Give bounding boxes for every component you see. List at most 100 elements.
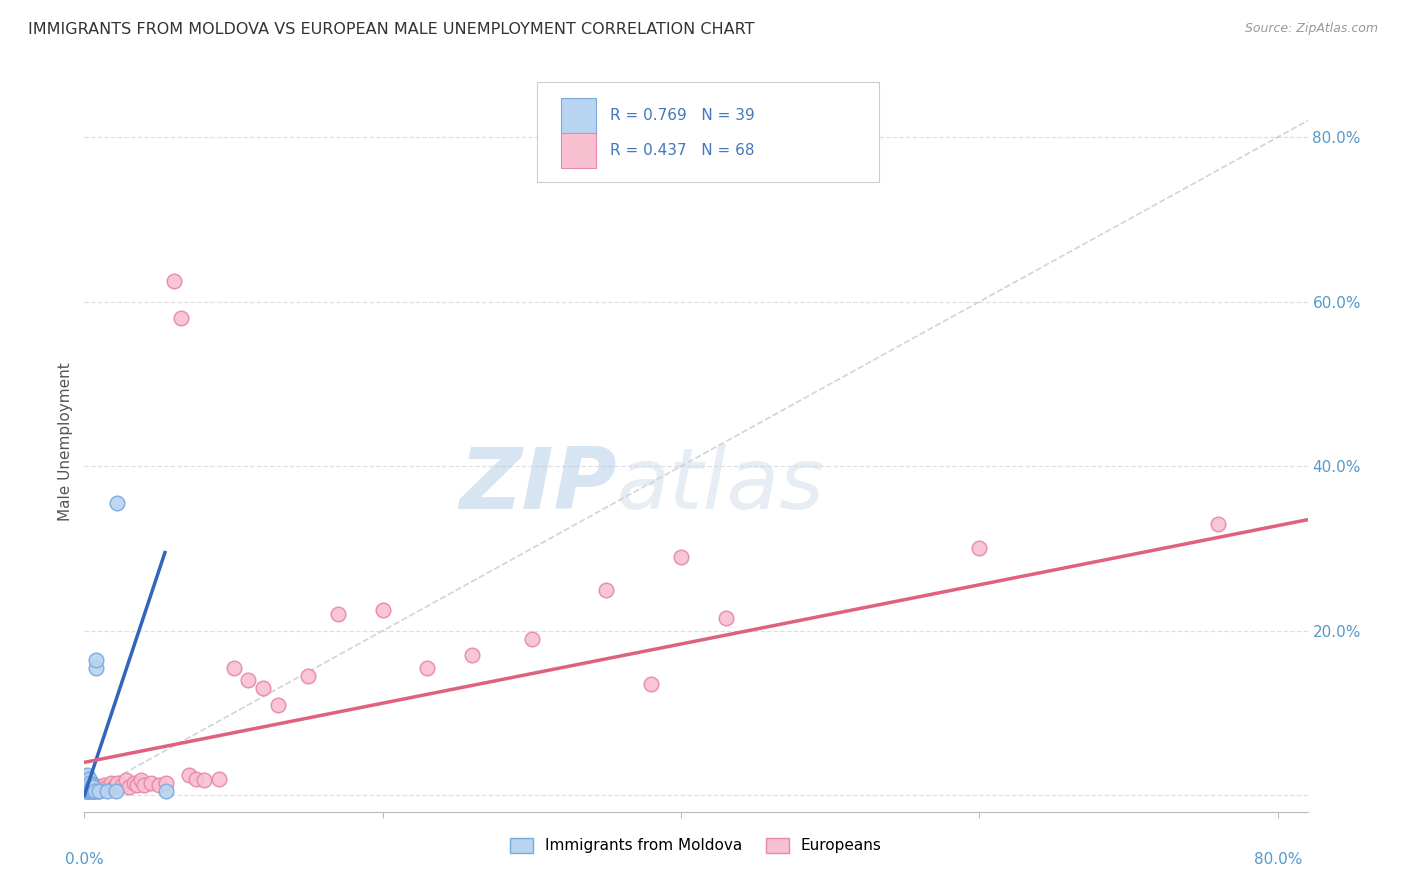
Point xyxy=(461,648,484,663)
Point xyxy=(84,780,107,794)
Point xyxy=(77,778,100,792)
Point xyxy=(80,784,103,798)
Text: 0.0%: 0.0% xyxy=(65,853,104,867)
Point xyxy=(969,541,991,556)
FancyBboxPatch shape xyxy=(561,98,596,134)
Point xyxy=(80,784,103,798)
Point xyxy=(76,781,98,796)
Point xyxy=(76,780,98,794)
Point xyxy=(77,780,100,794)
Point xyxy=(82,781,104,796)
Point xyxy=(77,784,100,798)
Text: Source: ZipAtlas.com: Source: ZipAtlas.com xyxy=(1244,22,1378,36)
Point xyxy=(76,767,98,781)
Point xyxy=(75,776,97,790)
Point xyxy=(79,781,101,796)
Point xyxy=(83,784,105,798)
Point xyxy=(105,496,128,510)
Point xyxy=(82,784,104,798)
Point xyxy=(84,661,107,675)
Point xyxy=(76,784,98,798)
Point xyxy=(77,772,100,786)
Point xyxy=(77,773,100,788)
Point xyxy=(80,781,103,796)
Point xyxy=(371,603,394,617)
Point xyxy=(75,784,97,798)
Point xyxy=(129,773,152,788)
Point xyxy=(82,784,104,798)
Point xyxy=(148,778,170,792)
Point xyxy=(669,549,692,564)
Point xyxy=(80,780,103,794)
Point xyxy=(326,607,349,622)
Point xyxy=(76,780,98,794)
Point xyxy=(104,784,127,798)
Point xyxy=(193,773,215,788)
Point xyxy=(77,776,100,790)
Point xyxy=(76,773,98,788)
Point xyxy=(177,767,200,781)
Point xyxy=(79,784,101,798)
Point xyxy=(89,784,111,798)
Point xyxy=(238,673,260,687)
Point xyxy=(91,781,114,796)
FancyBboxPatch shape xyxy=(561,133,596,169)
Legend: Immigrants from Moldova, Europeans: Immigrants from Moldova, Europeans xyxy=(505,831,887,860)
FancyBboxPatch shape xyxy=(537,82,880,183)
Point xyxy=(75,784,97,798)
Point xyxy=(79,780,101,794)
Point xyxy=(75,780,97,794)
Point xyxy=(222,661,245,675)
Point xyxy=(79,780,101,794)
Point xyxy=(1206,516,1229,531)
Point xyxy=(79,784,101,798)
Point xyxy=(76,776,98,790)
Point xyxy=(79,776,101,790)
Point xyxy=(640,677,662,691)
Point xyxy=(75,778,97,792)
Point xyxy=(89,784,111,798)
Point xyxy=(83,780,105,794)
Point xyxy=(520,632,543,646)
Point xyxy=(80,781,103,796)
Point xyxy=(79,776,101,790)
Point xyxy=(76,772,98,786)
Point xyxy=(170,311,193,326)
Point xyxy=(82,780,104,794)
Point xyxy=(82,781,104,796)
Point xyxy=(125,778,148,792)
Text: atlas: atlas xyxy=(616,444,824,527)
Point xyxy=(89,780,111,794)
Point xyxy=(87,784,110,798)
Point xyxy=(105,776,128,790)
Point xyxy=(82,778,104,792)
Point xyxy=(155,776,177,790)
Point xyxy=(111,778,134,792)
Text: ZIP: ZIP xyxy=(458,444,616,527)
Point xyxy=(80,780,103,794)
Y-axis label: Male Unemployment: Male Unemployment xyxy=(58,362,73,521)
Point xyxy=(252,681,274,696)
Point xyxy=(84,784,107,798)
Point xyxy=(163,274,186,288)
Point xyxy=(155,784,177,798)
Point xyxy=(76,784,98,798)
Point xyxy=(79,781,101,796)
Point xyxy=(77,778,100,792)
Point xyxy=(186,772,208,786)
Point xyxy=(76,778,98,792)
Point xyxy=(595,582,617,597)
Point xyxy=(80,778,103,792)
Point xyxy=(100,776,122,790)
Point xyxy=(76,781,98,796)
Point xyxy=(84,652,107,666)
Point xyxy=(118,780,141,794)
Point xyxy=(122,776,145,790)
Point xyxy=(93,778,115,792)
Text: IMMIGRANTS FROM MOLDOVA VS EUROPEAN MALE UNEMPLOYMENT CORRELATION CHART: IMMIGRANTS FROM MOLDOVA VS EUROPEAN MALE… xyxy=(28,22,755,37)
Point xyxy=(207,772,229,786)
Point xyxy=(83,784,105,798)
Text: R = 0.437   N = 68: R = 0.437 N = 68 xyxy=(610,143,755,158)
Point xyxy=(96,784,118,798)
Point xyxy=(77,784,100,798)
